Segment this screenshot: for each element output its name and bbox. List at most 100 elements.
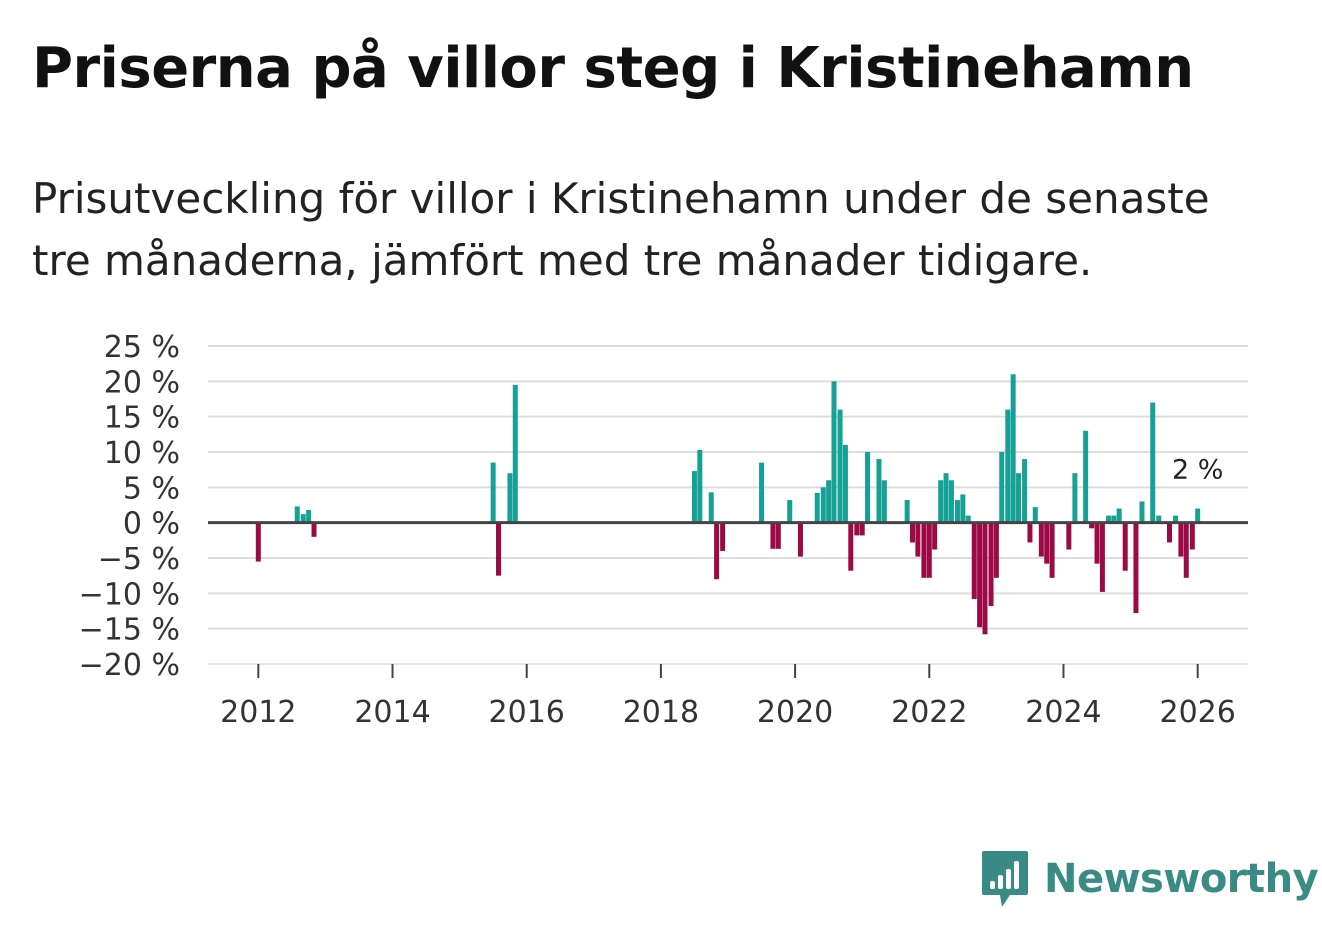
bar-negative: [720, 522, 726, 551]
bar-positive: [507, 473, 513, 523]
bar-positive: [1072, 473, 1078, 523]
bar-negative: [1044, 522, 1050, 564]
bar-negative: [770, 522, 776, 549]
bar-positive: [1032, 507, 1038, 523]
bar-positive: [1005, 409, 1011, 523]
bar-negative: [714, 522, 720, 580]
bar-negative: [977, 522, 983, 628]
newsworthy-logo: Newsworthy: [980, 848, 1319, 910]
y-tick-label: −20 %: [79, 648, 180, 683]
bar-negative: [1122, 522, 1128, 571]
bar-negative: [496, 522, 502, 576]
bar-positive: [826, 480, 832, 523]
bar-positive: [691, 471, 697, 523]
bar-positive: [787, 500, 793, 523]
bar-negative: [1027, 522, 1033, 543]
bar-negative: [1167, 522, 1172, 543]
bar-negative: [797, 522, 803, 557]
bar-positive: [831, 381, 837, 523]
y-tick-label: −15 %: [79, 613, 180, 648]
bar-positive: [999, 452, 1005, 523]
bar-negative: [1066, 522, 1072, 550]
x-tick-label: 2024: [1025, 695, 1101, 730]
bar-negative: [255, 522, 261, 562]
chart-subtitle: Prisutveckling för villor i Kristinehamn…: [32, 174, 1210, 285]
bar-negative: [854, 522, 860, 536]
bar-positive: [837, 409, 843, 523]
bar-positive: [954, 500, 960, 523]
bar-negative: [1183, 522, 1189, 578]
bar-positive: [1173, 515, 1179, 523]
bar-positive: [306, 509, 312, 523]
y-tick-label: −5 %: [98, 542, 180, 577]
x-tick-label: 2014: [354, 695, 430, 730]
bar-positive: [865, 452, 871, 523]
x-tick-label: 2012: [220, 695, 296, 730]
y-axis-tick-labels: 25 %20 %15 %10 %5 %0 %−5 %−10 %−15 %−20 …: [79, 330, 180, 683]
bar-positive: [965, 515, 971, 523]
bar-negative: [1089, 522, 1095, 529]
bar-positive: [948, 480, 954, 523]
bar-positive: [708, 492, 714, 523]
bar-positive: [943, 473, 949, 523]
x-tick-label: 2016: [489, 695, 565, 730]
bar-positive: [490, 462, 496, 523]
y-tick-label: −10 %: [79, 577, 180, 612]
bar-positive: [1156, 515, 1162, 523]
y-tick-label: 5 %: [123, 471, 180, 506]
bar-negative: [311, 522, 317, 537]
y-tick-label: 25 %: [104, 330, 180, 365]
bar-positive: [881, 480, 887, 523]
bar-negative: [915, 522, 921, 557]
x-tick-label: 2020: [757, 695, 833, 730]
bar-positive: [1022, 459, 1028, 523]
bar-negative: [859, 522, 865, 536]
bar-negative: [910, 522, 916, 543]
bar-positive: [814, 492, 820, 523]
x-tick-label: 2018: [623, 695, 699, 730]
bar-negative: [775, 522, 781, 549]
bar-negative: [1189, 522, 1195, 550]
bar-positive: [960, 494, 966, 523]
bar-negative: [982, 522, 988, 635]
bar-negative: [1133, 522, 1139, 614]
bar-positive: [294, 506, 300, 523]
bar-negative: [921, 522, 927, 578]
bar-negative: [1038, 522, 1044, 557]
x-axis: 2012 2014 2016 2018 2020 2022 2024 2026: [208, 663, 1248, 730]
bar-positive: [1116, 508, 1122, 523]
bar-positive: [1083, 430, 1089, 523]
bar-positive: [820, 487, 826, 523]
bar-negative: [926, 522, 932, 578]
bar-positive: [938, 480, 944, 523]
bar-negative: [1099, 522, 1105, 592]
bars: [255, 374, 1201, 635]
bar-negative: [1049, 522, 1055, 578]
brand-name: Newsworthy: [1044, 856, 1319, 902]
bar-negative: [848, 522, 854, 571]
bar-positive: [1150, 402, 1156, 523]
bar-positive: [842, 444, 848, 523]
bar-negative: [993, 522, 999, 578]
x-tick-label: 2022: [891, 695, 967, 730]
bar-positive: [300, 514, 306, 523]
bar-chart-speech-bubble-icon: [982, 851, 1028, 907]
y-tick-label: 10 %: [104, 436, 180, 471]
bar-positive: [697, 449, 703, 523]
bar-positive: [1139, 501, 1145, 523]
y-tick-label: 0 %: [123, 507, 180, 542]
bar-chart: 25 %20 %15 %10 %5 %0 %−5 %−10 %−15 %−20 …: [79, 330, 1248, 730]
bar-positive: [904, 500, 910, 523]
bar-negative: [932, 522, 938, 550]
bar-positive: [759, 462, 765, 523]
latest-value-annotation: 2 %: [1172, 455, 1223, 486]
y-tick-label: 20 %: [104, 365, 180, 400]
bar-positive: [1105, 515, 1111, 523]
grid-lines: [208, 345, 1248, 665]
bar-negative: [1094, 522, 1100, 564]
bar-positive: [1010, 374, 1016, 523]
bar-negative: [988, 522, 994, 607]
bar-negative: [971, 522, 977, 599]
bar-negative: [1178, 522, 1184, 557]
bar-positive: [876, 459, 882, 523]
